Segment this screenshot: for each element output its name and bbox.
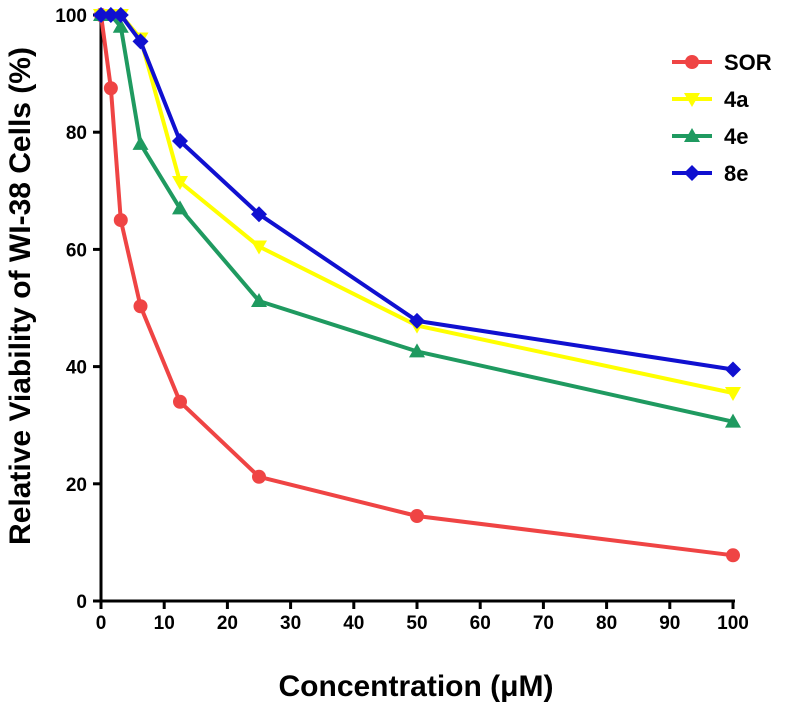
- legend-item-SOR: SOR: [672, 50, 772, 75]
- point-4e-7: [725, 413, 741, 428]
- point-4e-4: [172, 200, 188, 215]
- y-axis-title: Relative Viability of WI-38 Cells (%): [4, 47, 37, 545]
- point-SOR-3: [133, 299, 148, 314]
- legend-item-4e: 4e: [672, 124, 748, 149]
- point-8e-5: [251, 206, 267, 223]
- y-tick-label-100: 100: [55, 6, 87, 27]
- x-tick-label-0: 0: [96, 613, 107, 634]
- point-SOR-4: [173, 394, 187, 409]
- legend-item-4a: 4a: [672, 87, 749, 112]
- series-8e: [93, 7, 741, 378]
- series-SOR: [94, 8, 740, 563]
- point-SOR-1: [103, 81, 118, 96]
- point-4a-5: [251, 240, 267, 255]
- legend-marker-4a: [684, 93, 700, 107]
- point-SOR-5: [252, 469, 266, 484]
- point-4e-5: [251, 292, 267, 307]
- x-axis-title: Concentration (μM): [279, 670, 554, 703]
- x-tick-label-60: 60: [470, 613, 491, 634]
- x-tick-label-10: 10: [154, 613, 175, 634]
- point-4e-6: [409, 343, 425, 358]
- legend-marker-4e: [684, 128, 700, 142]
- point-8e-7: [725, 361, 741, 378]
- axes: 0 10 20 30 40 50 60 70 80 90 100 0 20 40 60 80 100: [55, 6, 749, 634]
- legend-label-4a: 4a: [724, 87, 749, 112]
- y-tick-label-40: 40: [66, 358, 87, 379]
- legend-label-4e: 4e: [724, 124, 748, 149]
- x-tick-label-30: 30: [280, 613, 301, 634]
- legend-marker-8e: [684, 165, 700, 181]
- y-tick-label-0: 0: [76, 592, 87, 613]
- point-8e-0: [93, 7, 109, 23]
- y-tick-label-80: 80: [66, 123, 87, 144]
- y-tick-label-20: 20: [66, 475, 87, 496]
- point-8e-2: [112, 7, 129, 23]
- x-tick-label-40: 40: [343, 613, 364, 634]
- point-8e-6: [409, 312, 425, 329]
- legend: SOR 4a 4e 8e: [672, 50, 772, 186]
- point-8e-3: [132, 33, 149, 50]
- legend-label-SOR: SOR: [724, 50, 772, 75]
- series-4e: [93, 7, 741, 428]
- point-4e-3: [132, 135, 149, 150]
- point-SOR-6: [410, 509, 424, 524]
- point-8e-4: [172, 132, 188, 149]
- x-tick-label-20: 20: [217, 613, 238, 634]
- series-4a: [93, 9, 741, 401]
- x-tick-label-90: 90: [659, 613, 680, 634]
- x-tick-label-70: 70: [533, 613, 554, 634]
- y-tick-label-60: 60: [66, 240, 87, 261]
- x-tick-label-50: 50: [406, 613, 427, 634]
- point-SOR-7: [726, 548, 740, 563]
- x-tick-label-80: 80: [596, 613, 617, 634]
- x-tick-label-100: 100: [717, 613, 749, 634]
- series-line-4e: [101, 13, 734, 424]
- point-4a-4: [172, 176, 188, 191]
- series-line-4a: [101, 13, 734, 395]
- legend-marker-SOR: [685, 55, 699, 69]
- legend-label-8e: 8e: [724, 161, 748, 186]
- point-4a-7: [725, 386, 741, 401]
- series-layer: [93, 7, 741, 563]
- point-SOR-2: [113, 213, 128, 228]
- series-line-SOR: [99, 14, 734, 558]
- point-4e-2: [112, 18, 129, 33]
- point-8e-1: [102, 7, 119, 23]
- legend-item-8e: 8e: [672, 161, 748, 186]
